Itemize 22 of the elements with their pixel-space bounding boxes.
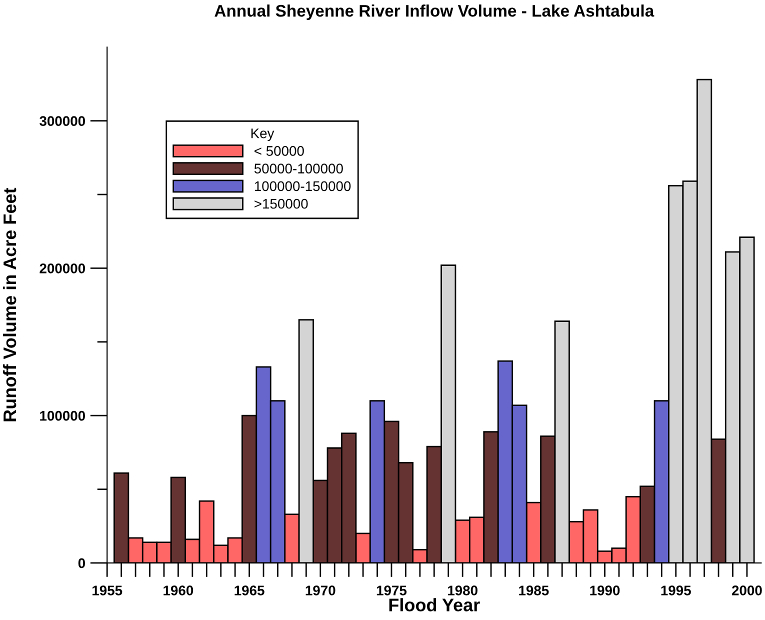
x-tick-label: 1955 — [92, 586, 122, 596]
legend-title: Key — [251, 128, 274, 142]
x-tick-label: 1980 — [448, 586, 478, 596]
x-tick-label: 1985 — [519, 586, 549, 596]
legend-label: 50000-100000 — [254, 164, 343, 174]
x-tick-label: 1965 — [234, 586, 264, 596]
x-tick-label: 1970 — [306, 586, 336, 596]
x-tick-label: 1990 — [590, 586, 620, 596]
x-tick-label: 1960 — [164, 586, 194, 596]
y-tick-label: 300000 — [40, 116, 86, 126]
x-axis-title: Flood Year — [389, 598, 480, 612]
x-tick-label: 1975 — [376, 586, 407, 596]
y-tick-label: 200000 — [40, 264, 86, 274]
legend-label: >150000 — [254, 198, 308, 209]
chart-title: Annual Sheyenne River Inflow Volume - Lake Ashtabula — [214, 4, 654, 20]
legend-label: 100000-150000 — [254, 181, 351, 192]
y-tick-label: 0 — [78, 558, 86, 568]
x-tick-label: 2000 — [732, 586, 762, 596]
y-axis-title: Runoff Volume in Acre Feet — [2, 188, 16, 422]
x-tick-label: 1995 — [661, 586, 691, 596]
y-tick-label: 100000 — [40, 410, 86, 421]
legend-label: < 50000 — [254, 146, 304, 156]
